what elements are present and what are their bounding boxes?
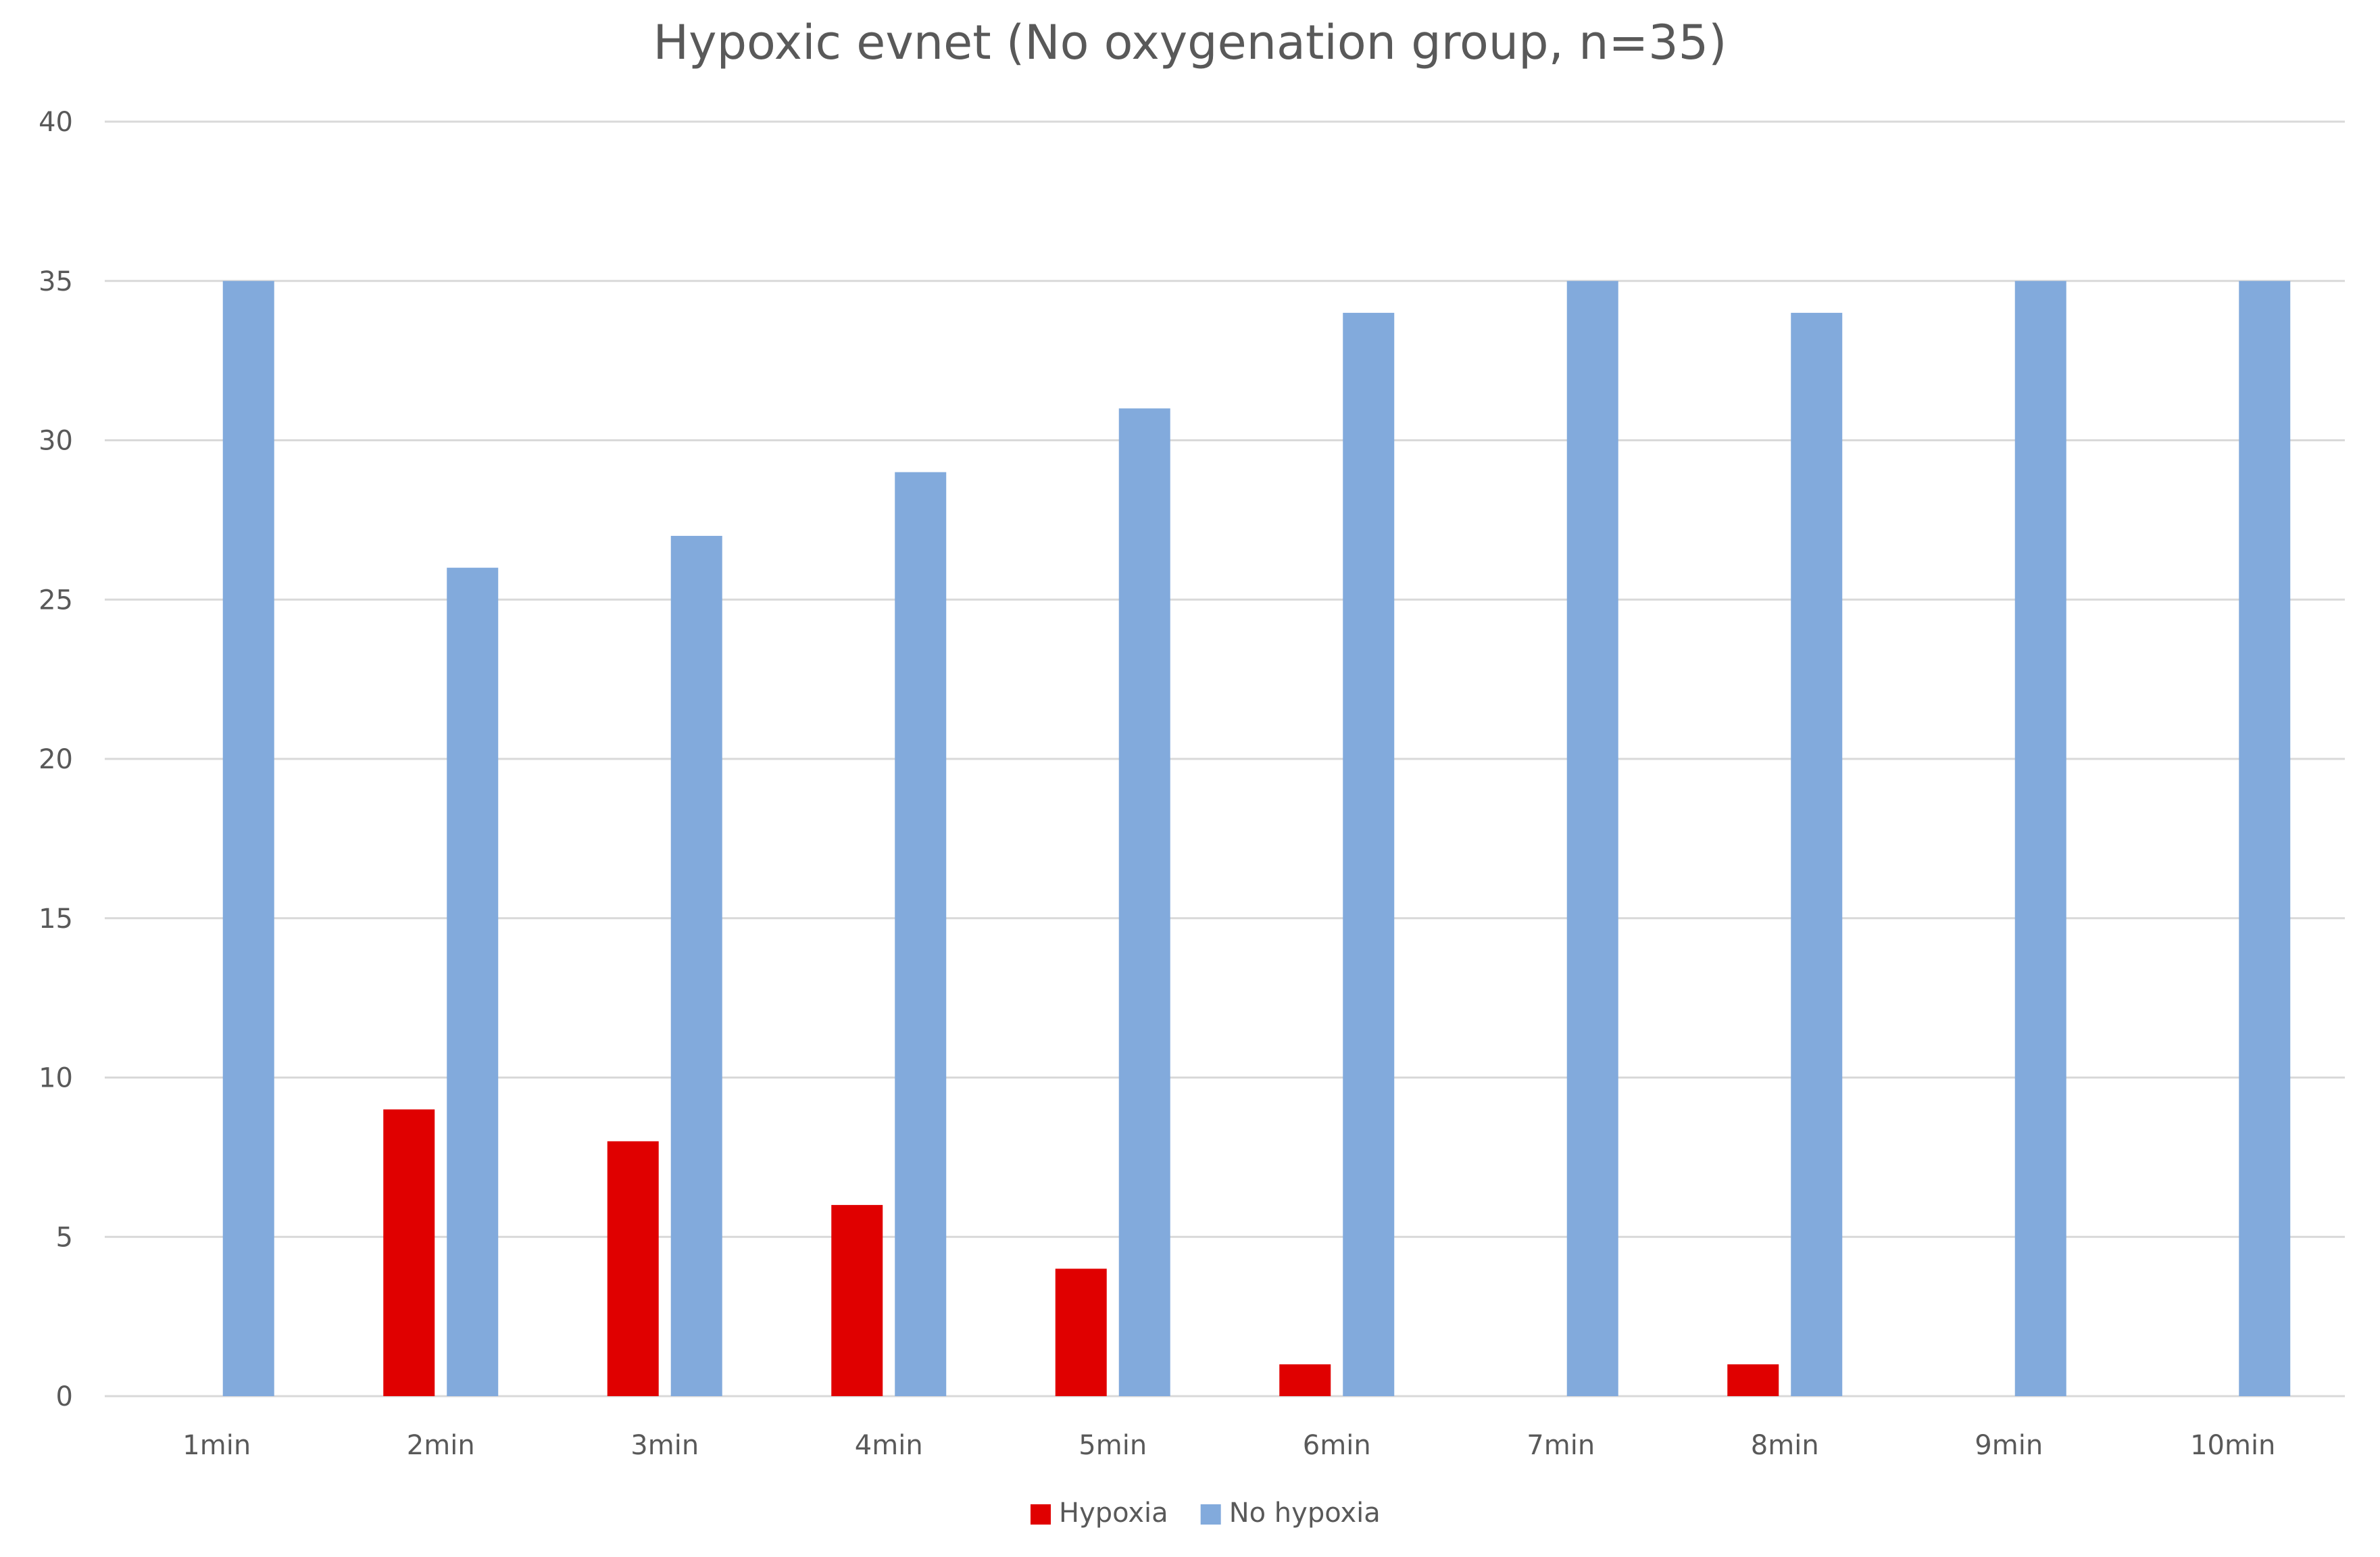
bar-hypoxia <box>1055 1268 1107 1396</box>
chart-title: Hypoxic evnet (No oxygenation group, n=3… <box>653 15 1727 70</box>
x-tick-label: 6min <box>1303 1430 1371 1461</box>
bars <box>222 280 2291 1397</box>
bar-no-hypoxia <box>1118 408 1170 1396</box>
bar-hypoxia <box>1279 1364 1331 1396</box>
y-tick-label: 30 <box>39 426 73 457</box>
bar-no-hypoxia <box>1566 280 1618 1396</box>
gridlines <box>105 120 2345 1398</box>
legend-label: No hypoxia <box>1229 1498 1381 1529</box>
bar-no-hypoxia <box>670 535 722 1397</box>
x-tick-label: 4min <box>855 1430 923 1461</box>
bar-no-hypoxia <box>222 280 274 1396</box>
x-tick-label: 1min <box>182 1430 251 1461</box>
legend-label: Hypoxia <box>1059 1498 1168 1529</box>
y-tick-label: 0 <box>56 1381 73 1412</box>
legend-item: Hypoxia <box>1031 1498 1168 1529</box>
bar-no-hypoxia <box>895 472 947 1396</box>
x-tick-label: 9min <box>1975 1430 2043 1461</box>
x-tick-label: 5min <box>1079 1430 1147 1461</box>
y-tick-label: 25 <box>39 585 73 616</box>
x-tick-label: 3min <box>630 1430 699 1461</box>
x-tick-label: 10min <box>2190 1430 2275 1461</box>
y-axis-ticks: 0 5 10 15 20 25 30 35 40 <box>39 107 73 1412</box>
y-tick-label: 15 <box>39 904 73 935</box>
legend-item: No hypoxia <box>1200 1498 1381 1529</box>
bar-no-hypoxia <box>2239 280 2291 1396</box>
bar-hypoxia <box>831 1205 883 1396</box>
bar-hypoxia <box>383 1109 435 1396</box>
y-tick-label: 20 <box>39 744 73 775</box>
bar-no-hypoxia <box>1343 312 1395 1396</box>
y-tick-label: 5 <box>56 1222 73 1253</box>
legend-swatch <box>1031 1504 1051 1525</box>
bar-no-hypoxia <box>447 568 499 1396</box>
bar-no-hypoxia <box>1791 312 1843 1396</box>
x-tick-label: 7min <box>1527 1430 1595 1461</box>
y-tick-label: 35 <box>39 266 73 297</box>
x-axis-ticks: 1min 2min 3min 4min 5min 6min 7min 8min 9min 10mi… <box>182 1430 2275 1461</box>
bar-hypoxia <box>607 1141 659 1396</box>
legend-swatch <box>1200 1504 1221 1525</box>
legend: Hypoxia No hypoxia <box>1031 1498 1381 1529</box>
bar-hypoxia <box>1727 1364 1779 1396</box>
x-tick-label: 2min <box>407 1430 475 1461</box>
y-tick-label: 40 <box>39 107 73 138</box>
bar-no-hypoxia <box>2014 280 2066 1396</box>
x-tick-label: 8min <box>1751 1430 1819 1461</box>
y-tick-label: 10 <box>39 1063 73 1094</box>
